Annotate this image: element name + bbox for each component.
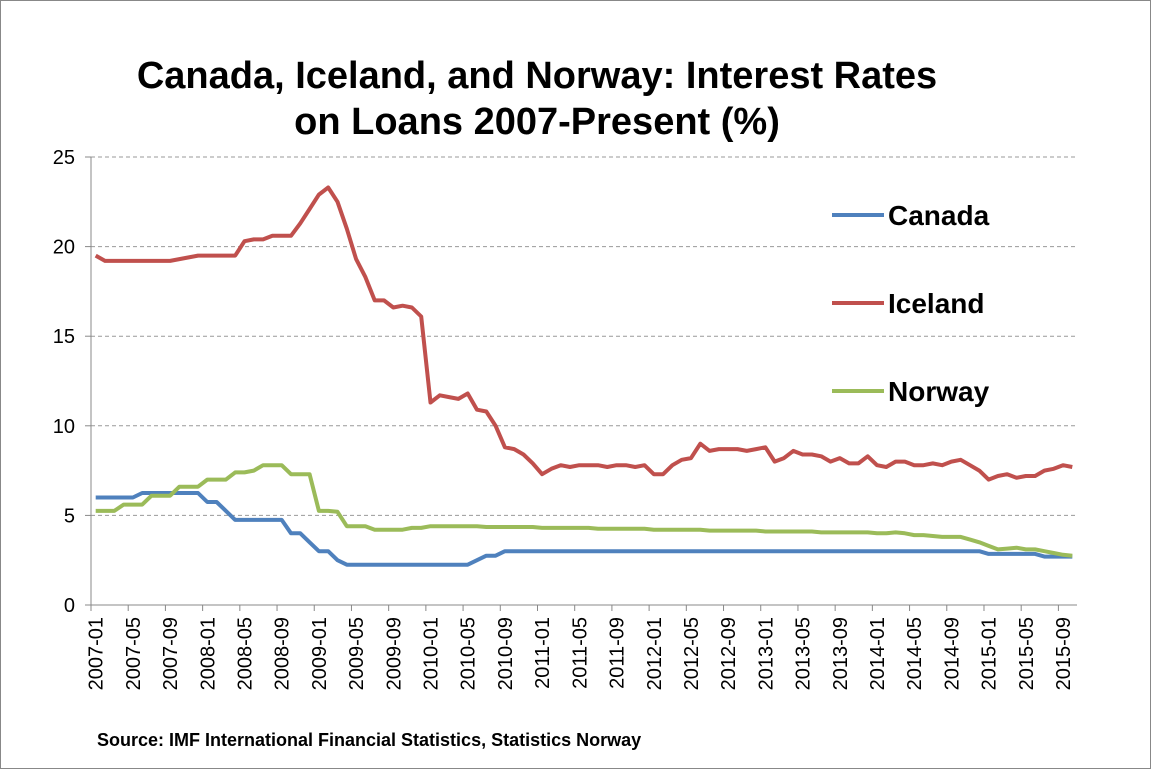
x-tick-label: 2010-01 [421, 617, 443, 690]
x-tick-label: 2009-01 [309, 617, 331, 690]
x-tick-label: 2010-09 [495, 617, 517, 690]
x-tick-label: 2011-05 [569, 617, 591, 689]
x-tick-label: 2015-01 [979, 617, 1001, 690]
y-tick-label: 15 [53, 326, 75, 348]
x-tick-label: 2008-09 [272, 617, 294, 690]
x-tick-label: 2014-09 [941, 617, 963, 690]
y-tick-label: 25 [53, 147, 75, 169]
x-tick-label: 2015-09 [1053, 617, 1075, 690]
series-line [95, 463, 1073, 558]
x-tick-label: 2013-05 [793, 617, 815, 690]
series-line [95, 491, 1073, 567]
x-tick-label: 2007-05 [123, 617, 145, 690]
x-tick-label: 2008-01 [197, 617, 219, 690]
x-tick-label: 2009-09 [383, 617, 405, 690]
y-tick-label: 0 [64, 595, 75, 617]
x-tick-label: 2013-09 [830, 617, 852, 690]
x-tick-label: 2011-01 [532, 617, 554, 689]
y-tick-label: 5 [64, 505, 75, 527]
legend-label: Norway [888, 376, 990, 407]
chart-title: on Loans 2007-Present (%) [294, 101, 780, 143]
x-tick-label: 2012-01 [644, 617, 666, 690]
x-tick-label: 2014-05 [904, 617, 926, 690]
source-note: Source: IMF International Financial Stat… [97, 730, 641, 750]
y-tick-label: 10 [53, 416, 75, 438]
legend-label: Iceland [888, 288, 984, 319]
x-tick-label: 2009-05 [346, 617, 368, 690]
x-tick-label: 2008-05 [234, 617, 256, 690]
x-tick-label: 2013-01 [755, 617, 777, 690]
series-line [94, 185, 1073, 482]
y-tick-label: 20 [53, 237, 75, 259]
x-tick-label: 2007-01 [86, 617, 108, 690]
x-tick-label: 2010-05 [458, 617, 480, 690]
x-tick-label: 2011-09 [607, 617, 629, 689]
x-tick-label: 2015-05 [1016, 617, 1038, 690]
x-tick-label: 2012-05 [681, 617, 703, 690]
legend-label: Canada [888, 200, 990, 231]
x-tick-label: 2007-09 [160, 617, 182, 690]
x-tick-label: 2012-09 [718, 617, 740, 690]
chart-title: Canada, Iceland, and Norway: Interest Ra… [137, 55, 937, 97]
x-tick-label: 2014-01 [867, 617, 889, 690]
